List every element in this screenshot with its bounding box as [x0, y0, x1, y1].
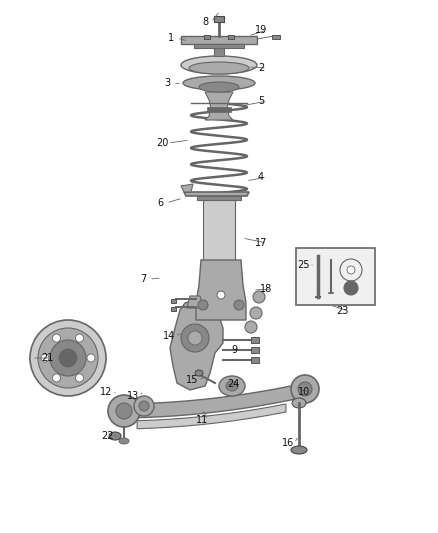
Ellipse shape [298, 382, 312, 396]
Bar [171, 307, 176, 311]
Ellipse shape [183, 76, 255, 90]
Ellipse shape [30, 320, 106, 396]
Ellipse shape [245, 321, 257, 333]
Ellipse shape [226, 381, 238, 391]
Ellipse shape [181, 56, 257, 74]
Text: 2: 2 [258, 63, 264, 73]
Ellipse shape [108, 395, 140, 427]
Text: 15: 15 [186, 375, 198, 385]
Ellipse shape [53, 334, 60, 342]
Bar [211, 263, 227, 285]
Ellipse shape [253, 291, 265, 303]
Bar [194, 44, 244, 48]
Polygon shape [205, 92, 233, 120]
Text: 19: 19 [255, 25, 267, 35]
Text: 7: 7 [140, 274, 146, 284]
Ellipse shape [195, 370, 203, 376]
Text: 20: 20 [156, 138, 168, 148]
Text: 4: 4 [258, 172, 264, 182]
Ellipse shape [59, 349, 77, 367]
Ellipse shape [139, 401, 149, 411]
Bar [272, 35, 280, 39]
Polygon shape [181, 184, 193, 192]
Ellipse shape [199, 82, 239, 92]
Ellipse shape [198, 300, 208, 310]
Ellipse shape [250, 307, 262, 319]
Ellipse shape [109, 432, 121, 440]
Text: 5: 5 [258, 96, 264, 106]
Ellipse shape [75, 334, 84, 342]
Ellipse shape [189, 62, 249, 74]
Ellipse shape [217, 291, 225, 299]
Ellipse shape [347, 266, 355, 274]
Ellipse shape [38, 328, 98, 388]
Text: 8: 8 [202, 17, 208, 27]
Polygon shape [118, 383, 305, 418]
Text: 25: 25 [297, 260, 309, 270]
Ellipse shape [119, 438, 129, 444]
Polygon shape [184, 192, 249, 196]
Ellipse shape [291, 446, 307, 454]
Text: 18: 18 [260, 284, 272, 294]
Ellipse shape [50, 340, 86, 376]
Bar [207, 107, 231, 112]
Text: 22: 22 [102, 431, 114, 441]
Ellipse shape [41, 354, 49, 362]
Bar [204, 35, 210, 39]
Ellipse shape [188, 331, 202, 345]
Polygon shape [196, 260, 246, 320]
Text: 10: 10 [298, 387, 310, 397]
Text: 24: 24 [227, 379, 239, 389]
Bar [251, 357, 259, 363]
Text: 23: 23 [336, 306, 348, 316]
Bar [228, 35, 234, 39]
Bar [296, 248, 375, 305]
Text: 21: 21 [41, 353, 53, 363]
Ellipse shape [344, 281, 358, 295]
Bar [171, 299, 176, 303]
Polygon shape [187, 296, 203, 308]
Text: 9: 9 [231, 345, 237, 355]
Ellipse shape [116, 403, 132, 419]
Ellipse shape [291, 375, 319, 403]
Ellipse shape [75, 374, 84, 382]
Bar [214, 16, 224, 22]
Polygon shape [170, 298, 223, 390]
Bar [203, 198, 235, 263]
Text: 3: 3 [164, 78, 170, 88]
Bar [214, 48, 224, 56]
Text: 11: 11 [196, 415, 208, 425]
Ellipse shape [181, 324, 209, 352]
Ellipse shape [219, 376, 245, 396]
Text: 14: 14 [163, 331, 175, 341]
Bar [181, 36, 257, 44]
Bar [197, 196, 241, 200]
Ellipse shape [87, 354, 95, 362]
Bar [251, 347, 259, 353]
Text: 1: 1 [168, 33, 174, 43]
Ellipse shape [134, 396, 154, 416]
Text: 6: 6 [157, 198, 163, 208]
Text: 13: 13 [127, 391, 139, 401]
Ellipse shape [234, 300, 244, 310]
Ellipse shape [292, 398, 306, 408]
Text: 12: 12 [100, 387, 112, 397]
Bar [251, 337, 259, 343]
Ellipse shape [53, 374, 60, 382]
Text: 17: 17 [255, 238, 267, 248]
Text: 16: 16 [282, 438, 294, 448]
Polygon shape [137, 404, 286, 429]
